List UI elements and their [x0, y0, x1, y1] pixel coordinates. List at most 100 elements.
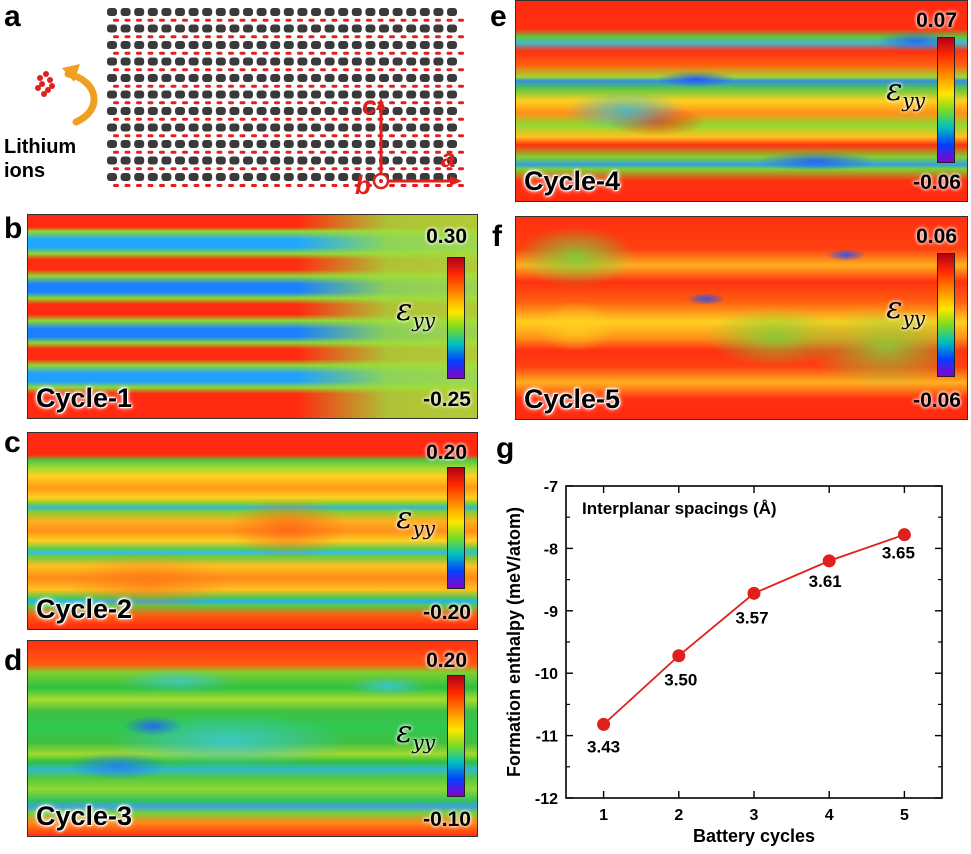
lattice-atom — [243, 8, 253, 16]
lattice-atom — [351, 140, 362, 148]
lithium-site — [297, 18, 303, 22]
lattice-atom — [147, 173, 158, 181]
lithium-site — [239, 84, 246, 88]
lithium-site — [331, 68, 338, 72]
lithium-site — [435, 134, 441, 138]
lithium-site — [182, 134, 188, 138]
lattice-atom — [161, 74, 172, 82]
lattice-atom — [351, 24, 362, 33]
lattice-atom — [161, 41, 172, 49]
lithium-site — [458, 68, 464, 72]
lithium-site — [446, 84, 453, 88]
lithium-site — [446, 150, 453, 154]
lattice-atom — [392, 107, 403, 115]
lithium-site — [251, 68, 257, 72]
lattice-atom — [134, 156, 145, 165]
lattice-atom — [256, 74, 267, 82]
lithium-site — [354, 35, 361, 39]
lithium-site — [205, 134, 211, 138]
lithium-site — [377, 18, 384, 22]
lattice-atom — [447, 24, 457, 33]
lithium-site — [297, 184, 303, 187]
lattice-atom — [365, 24, 376, 33]
lattice-atom — [147, 90, 158, 99]
lattice-atom — [283, 156, 294, 165]
axis-label-c: c — [362, 90, 377, 120]
lattice-atom — [175, 90, 185, 99]
lithium-site — [435, 167, 441, 171]
strain-symbol: ε — [396, 293, 413, 328]
lattice-atom — [392, 123, 403, 132]
lithium-site — [297, 68, 303, 72]
lithium-site — [366, 101, 372, 105]
lattice-atom — [107, 123, 117, 132]
lithium-site — [124, 167, 131, 171]
lithium-site — [308, 18, 315, 22]
lithium-site — [412, 51, 418, 55]
lithium-site — [113, 18, 119, 22]
lithium-site — [205, 167, 211, 171]
lattice-atom — [447, 41, 457, 49]
lattice-atom — [161, 156, 172, 165]
lattice-atom — [215, 74, 226, 82]
strain-field — [516, 1, 967, 201]
strain-map-cycle-2: 0.20 εyy -0.20 Cycle-2 — [27, 432, 478, 630]
lattice-atom — [270, 41, 281, 49]
lithium-site — [458, 35, 464, 39]
lithium-site — [182, 167, 188, 171]
lithium-site — [423, 150, 430, 154]
lattice-atom — [147, 140, 158, 148]
lithium-site — [251, 184, 257, 187]
lithium-site — [228, 35, 234, 39]
lithium-ion — [47, 77, 53, 83]
lithium-site — [182, 184, 188, 187]
strain-symbol-label: εyy — [396, 501, 435, 540]
lithium-site — [458, 134, 464, 138]
lattice-atom — [202, 123, 213, 132]
lithium-site — [239, 101, 246, 105]
lattice-atom — [188, 107, 199, 115]
lattice-atom — [419, 140, 430, 148]
lithium-site — [113, 117, 119, 121]
lattice-atom — [406, 107, 417, 115]
lattice-atom — [297, 173, 308, 181]
lattice-atom — [161, 173, 172, 181]
lattice-atom — [147, 24, 158, 33]
lattice-atom — [120, 90, 131, 99]
lithium-site — [354, 134, 361, 138]
lattice-atom — [297, 41, 308, 49]
lithium-site — [331, 150, 338, 154]
lithium-site — [136, 184, 142, 187]
lithium-site — [458, 117, 464, 121]
lithium-site — [412, 184, 418, 187]
lithium-site — [435, 35, 441, 39]
lithium-site — [446, 134, 453, 138]
lattice-atom — [229, 123, 240, 132]
lithium-site — [389, 167, 395, 171]
lattice-atom — [311, 90, 321, 99]
lithium-site — [136, 134, 142, 138]
lithium-site — [400, 101, 407, 105]
lattice-atom — [175, 24, 185, 33]
lithium-site — [297, 117, 303, 121]
lattice-atom — [175, 140, 185, 148]
lattice-atom — [161, 107, 172, 115]
lithium-site — [113, 150, 119, 154]
lattice-atom — [351, 107, 362, 115]
lithium-site — [331, 18, 338, 22]
lattice-atom — [120, 123, 131, 132]
lattice-atom — [297, 24, 308, 33]
lithium-site — [458, 18, 464, 22]
lattice-atom — [120, 107, 131, 115]
lattice-atom — [324, 24, 335, 33]
lithium-site — [412, 117, 418, 121]
lithium-site — [216, 68, 223, 72]
lattice-atom — [365, 57, 376, 66]
lattice-atom — [215, 107, 226, 115]
lattice-atom — [202, 57, 213, 66]
lattice-atom — [215, 123, 226, 132]
lithium-site — [400, 18, 407, 22]
lithium-site — [435, 117, 441, 121]
lattice-atom — [392, 90, 403, 99]
colorbar-max: 0.20 — [426, 649, 467, 672]
